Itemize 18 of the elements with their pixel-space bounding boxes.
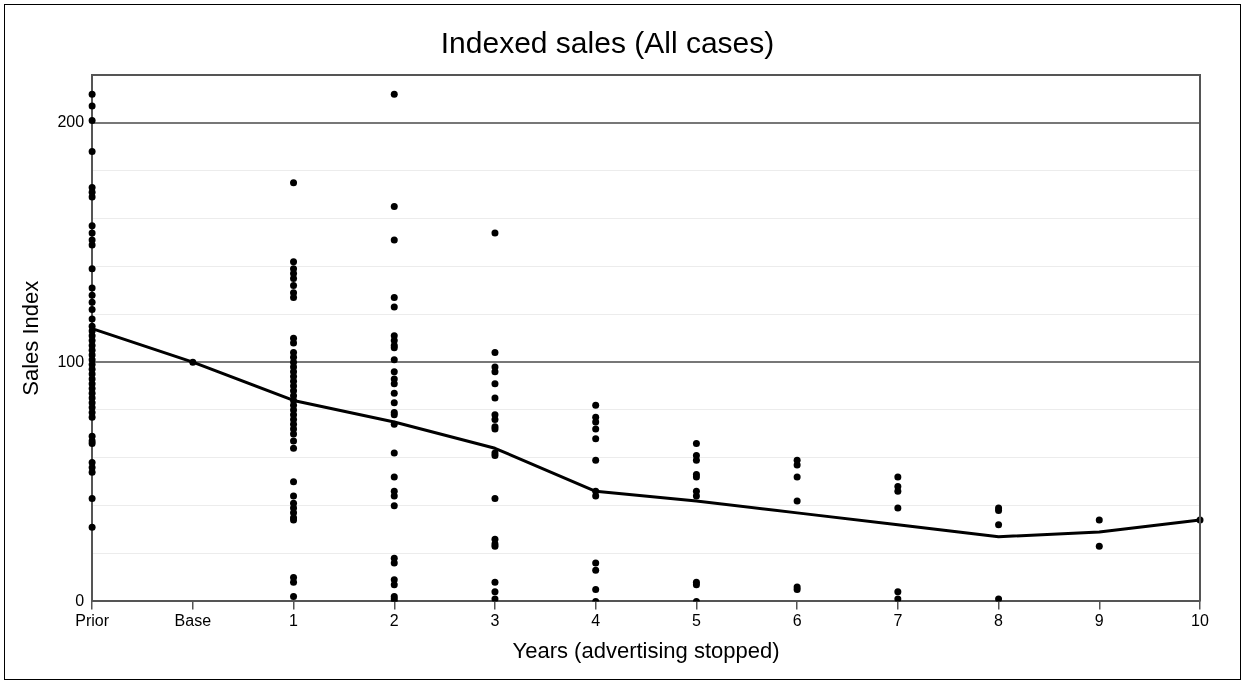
x-tick-label: 4	[591, 612, 601, 630]
x-tick-label: 10	[1191, 612, 1209, 630]
y-tick-label: 200	[57, 113, 85, 131]
y-tick-label: 100	[57, 352, 85, 370]
x-tick-label: 1	[289, 612, 299, 630]
y-tick-label: 0	[75, 591, 85, 609]
chart-title: Indexed sales (All cases)	[440, 26, 775, 60]
x-tick-label: 8	[994, 612, 1004, 630]
x-axis-title: Years (advertising stopped)	[512, 637, 780, 663]
x-tick-label: Base	[174, 612, 212, 630]
x-tick-label: 6	[792, 612, 802, 630]
x-tick-label: 5	[691, 612, 701, 630]
x-tick-label: 3	[490, 612, 500, 630]
x-tick-label: 7	[893, 612, 903, 630]
x-tick-label: 2	[389, 612, 399, 630]
y-axis-title: Sales Index	[18, 280, 44, 396]
x-tick-label: Prior	[75, 612, 110, 630]
x-tick-label: 9	[1094, 612, 1104, 630]
